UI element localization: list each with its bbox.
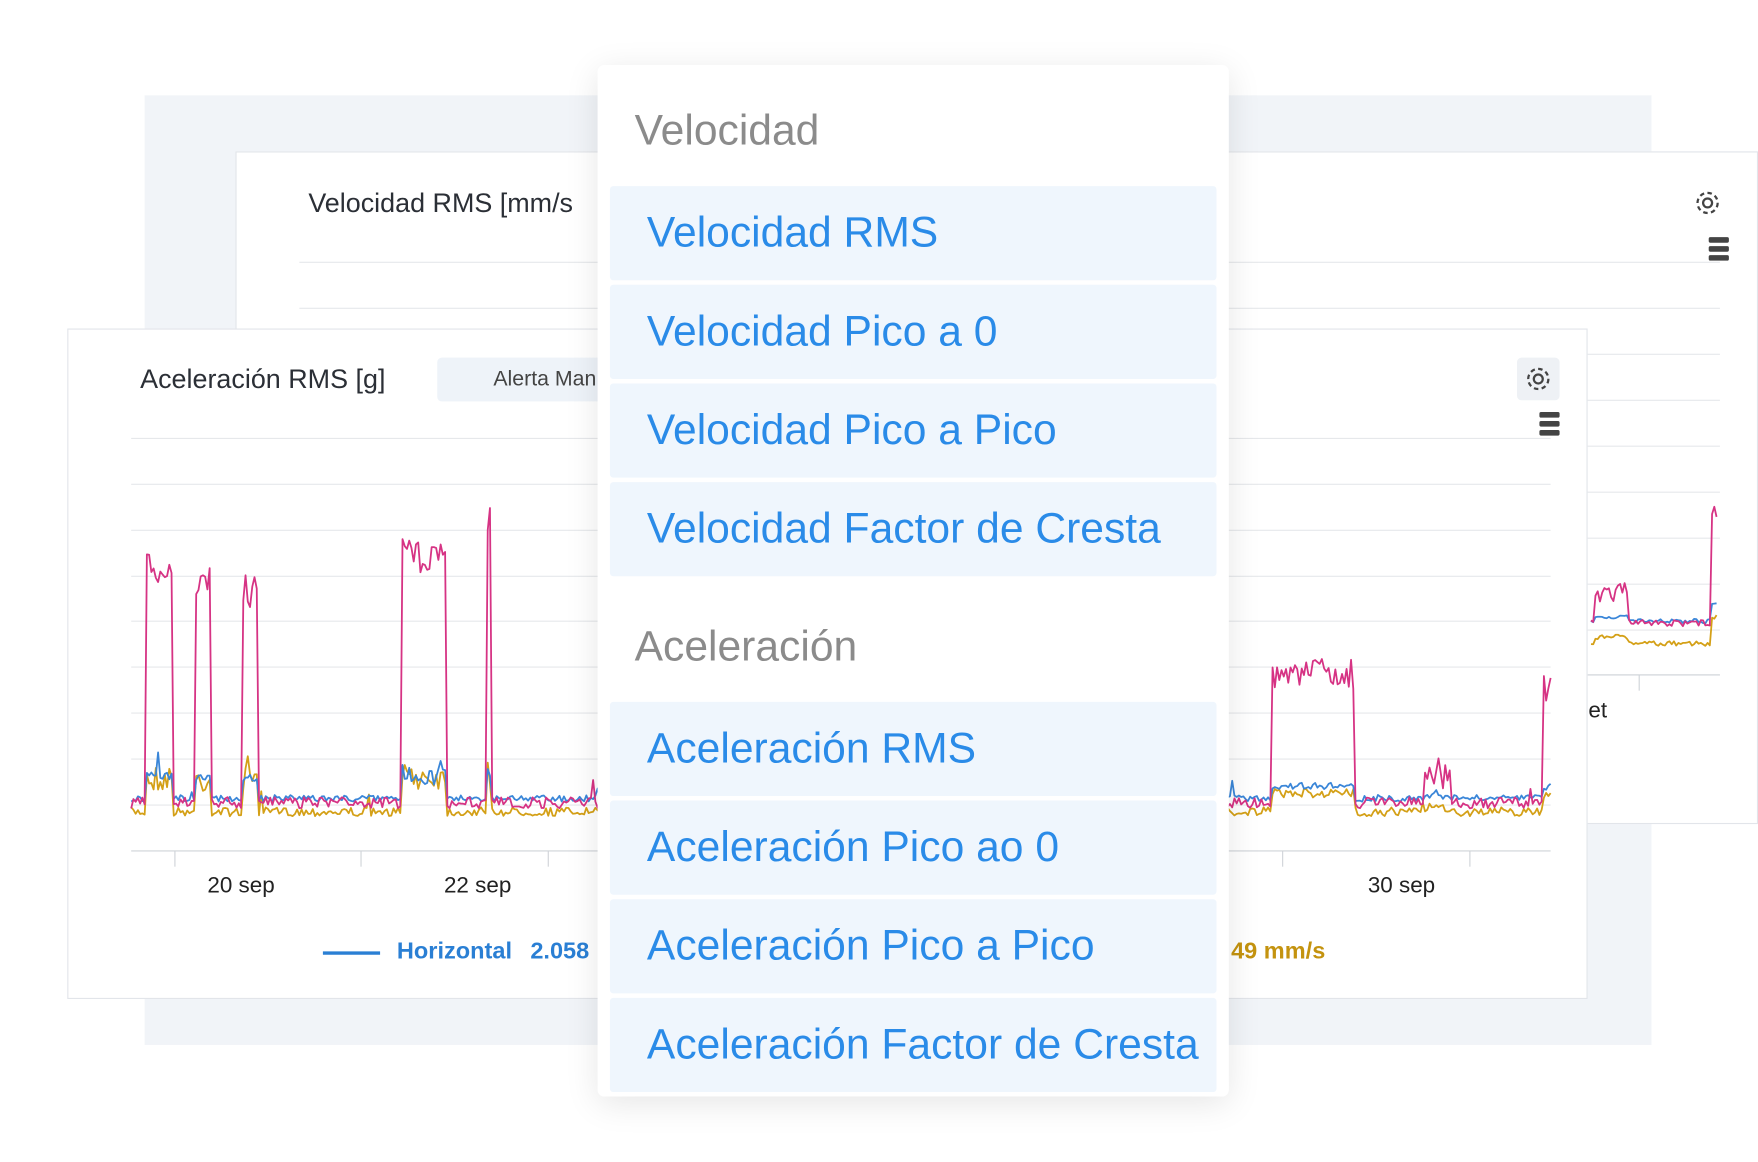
metric-menu: Velocidad Velocidad RMS Velocidad Pico a… (597, 65, 1229, 1097)
x-tick-label: et (1588, 698, 1608, 724)
gear-icon (1701, 197, 1714, 209)
menu-item[interactable]: Velocidad Pico a Pico (609, 383, 1217, 478)
gear-icon (1532, 373, 1544, 385)
menu-item[interactable]: Aceleración Pico ao 0 (609, 800, 1217, 895)
chart-line (1590, 602, 1717, 625)
menu-item[interactable]: Aceleración Factor de Cresta (609, 997, 1217, 1093)
menu-icon (1539, 412, 1560, 418)
menu-icon (1708, 246, 1729, 252)
group-label: Velocidad (634, 107, 820, 155)
menu-item[interactable]: Aceleración RMS (609, 701, 1217, 797)
menu-item[interactable]: Velocidad Pico a 0 (609, 284, 1217, 379)
gear-icon (1527, 367, 1550, 391)
chart-line (1590, 505, 1718, 628)
settings-button (1516, 357, 1560, 401)
menu-item[interactable]: Velocidad RMS (609, 186, 1217, 281)
alert-label: Alerta Man (493, 367, 597, 392)
menu-icon (1708, 255, 1729, 261)
menu-icon (1539, 421, 1560, 427)
chart-line (1590, 614, 1718, 647)
menu-icon (1708, 237, 1729, 243)
card-title: Aceleración RMS [g] (140, 364, 386, 395)
gear-icon (1696, 191, 1719, 215)
group-label: Aceleración (634, 623, 858, 671)
legend-name[interactable]: Horizontal (396, 938, 513, 965)
x-tick-label: 22 sep (443, 873, 512, 899)
alert-button[interactable]: Alerta Man (437, 357, 628, 402)
x-tick-label: 30 sep (1367, 873, 1436, 899)
menu-item[interactable]: Aceleración Pico a Pico (609, 899, 1217, 994)
menu-icon (1539, 429, 1560, 436)
legend-value: 49 mm/s (1231, 938, 1326, 965)
x-tick-label: 20 sep (207, 873, 275, 899)
legend-value: 2.058 (530, 938, 590, 965)
card-title: Velocidad RMS [mm/s (308, 188, 574, 219)
menu-item[interactable]: Velocidad Factor de Cresta (609, 482, 1217, 577)
